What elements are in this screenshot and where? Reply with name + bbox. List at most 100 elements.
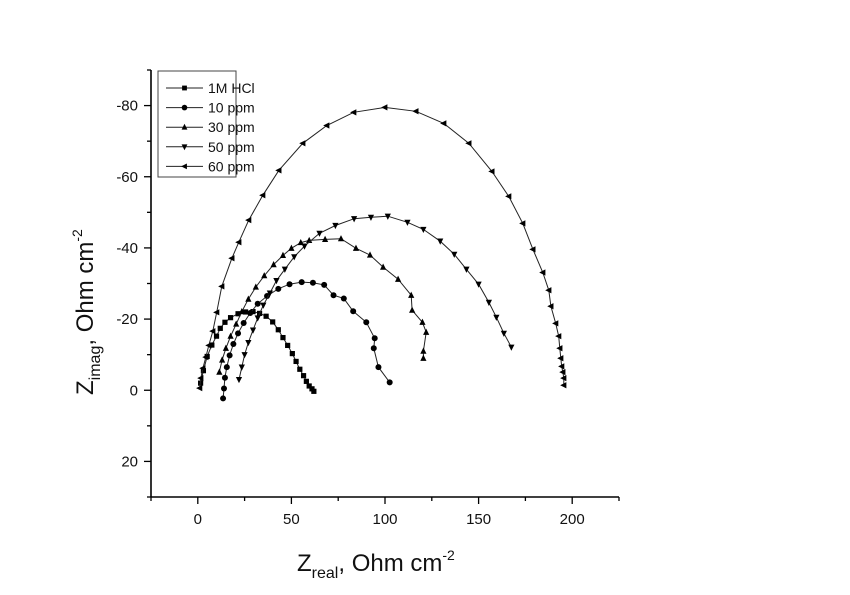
data-point [222, 344, 229, 351]
data-point [375, 364, 382, 371]
data-point [213, 309, 220, 316]
data-point [218, 283, 225, 290]
data-point [245, 295, 252, 302]
data-point [337, 235, 345, 242]
data-point [235, 311, 241, 317]
data-point [250, 309, 256, 315]
data-point [298, 279, 305, 286]
data-point [547, 303, 554, 310]
x-tick-label: 150 [466, 511, 491, 528]
data-point [291, 254, 298, 261]
data-point [552, 320, 559, 327]
series-50-ppm [235, 213, 515, 384]
legend: 1M HCl 10 ppm 30 ppm 50 ppm 60 ppm [157, 70, 255, 178]
y-tick-label: -60 [116, 169, 138, 186]
data-point [323, 122, 330, 129]
data-point [412, 108, 419, 115]
data-point [216, 368, 223, 375]
data-point [420, 226, 427, 234]
data-point [493, 314, 500, 321]
legend-label: 50 ppm [208, 139, 255, 155]
data-point [555, 333, 562, 340]
y-tick-label: -80 [116, 98, 138, 115]
data-point [366, 251, 374, 258]
data-point [559, 369, 566, 376]
data-point [202, 354, 209, 361]
data-point [420, 354, 427, 361]
data-point [303, 378, 309, 384]
data-point [386, 379, 393, 386]
data-point [300, 373, 307, 379]
data-point [199, 365, 206, 372]
data-point [463, 266, 470, 273]
data-point [500, 330, 507, 337]
data-point [440, 120, 447, 127]
data-point [219, 356, 226, 363]
data-point [235, 376, 243, 384]
data-point [221, 385, 228, 392]
data-point [409, 306, 416, 313]
data-point [351, 216, 358, 223]
data-point [299, 140, 306, 147]
data-point [242, 309, 249, 315]
plot-area [196, 104, 567, 402]
data-point [254, 315, 261, 322]
data-point [419, 318, 426, 325]
data-point [261, 272, 268, 279]
data-point [263, 313, 269, 319]
axes: 0 50 100 150 200 -80 -60 -40 -20 0 20 [116, 69, 620, 528]
data-point [247, 310, 254, 317]
data-point [281, 266, 288, 273]
data-point [381, 104, 388, 111]
data-point [221, 374, 228, 381]
data-point [332, 222, 339, 230]
data-point [249, 327, 257, 334]
data-point [371, 335, 378, 342]
data-point [395, 275, 402, 282]
data-point [508, 344, 515, 351]
data-point [217, 325, 223, 331]
data-point [252, 283, 259, 290]
data-point [270, 261, 277, 268]
data-point [557, 355, 564, 362]
data-point [321, 281, 328, 288]
data-point [235, 330, 242, 337]
data-point [352, 244, 360, 251]
data-point [245, 339, 252, 347]
data-point [209, 328, 216, 335]
data-point [350, 308, 357, 315]
data-point [223, 364, 230, 371]
data-point [245, 217, 252, 224]
y-tick-label: 0 [130, 382, 138, 399]
data-point [316, 230, 323, 237]
data-point [266, 290, 273, 297]
x-tick-label: 0 [194, 511, 202, 528]
data-point [423, 328, 430, 335]
data-point [560, 382, 567, 389]
series-1m-hcl [198, 309, 317, 394]
data-point [275, 285, 282, 292]
data-point [367, 214, 375, 221]
data-point [420, 347, 427, 354]
data-point [209, 342, 215, 348]
data-point [306, 383, 312, 389]
y-tick-label: -20 [116, 311, 138, 328]
data-point [259, 192, 266, 199]
data-point [311, 388, 317, 394]
data-point [264, 292, 271, 299]
data-point [275, 167, 282, 174]
data-point [350, 109, 357, 116]
data-point [254, 300, 261, 307]
y-tick-label: -40 [116, 240, 138, 257]
data-point [227, 315, 234, 321]
data-point [545, 287, 552, 294]
data-point [451, 251, 458, 258]
data-point [213, 333, 220, 339]
data-point [220, 395, 227, 402]
legend-item: 50 ppm [166, 139, 255, 155]
data-point [505, 193, 512, 200]
x-tick-label: 50 [283, 511, 300, 528]
data-point [228, 255, 235, 262]
data-point [475, 281, 482, 288]
